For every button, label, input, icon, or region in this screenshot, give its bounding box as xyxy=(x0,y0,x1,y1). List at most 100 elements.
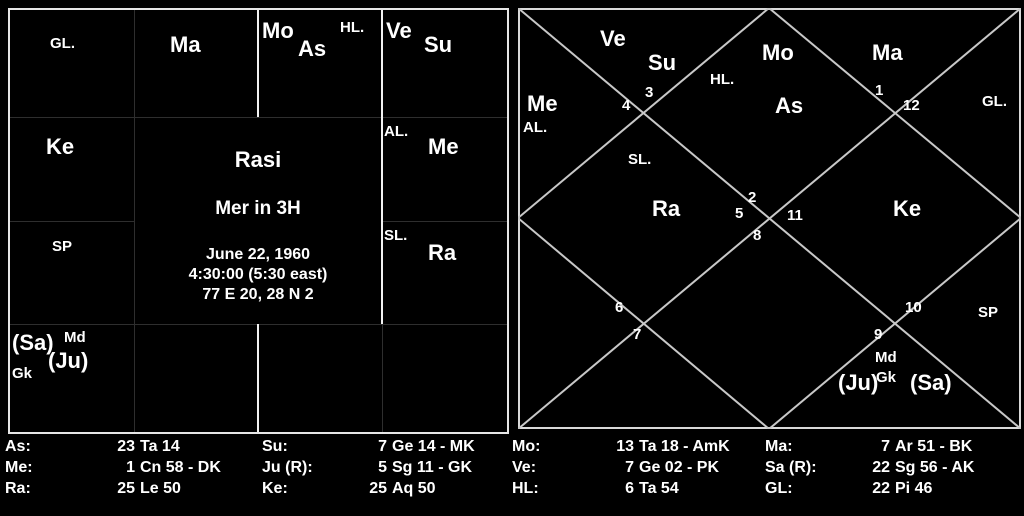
south-taurus-as-label: As xyxy=(298,36,327,61)
body-label: Ju (R): xyxy=(262,459,313,476)
positions-column-3: Mo: 13 Ta 18 - AmK Ve: 7 Ge 02 - PK HL: 6 Ta 5… xyxy=(512,436,730,499)
north-me-label: Me xyxy=(527,91,558,116)
sign-minutes-value: Pi 46 xyxy=(895,480,933,497)
position-row-ve: Ve: 7 Ge 02 - PK xyxy=(512,457,730,478)
position-row-gl: GL: 22 Pi 46 xyxy=(765,478,974,499)
positions-column-2: Su: 7 Ge 14 - MK Ju (R): 5 Sg 11 - GK Ke: 25 A… xyxy=(262,436,475,499)
positions-column-4: Ma: 7 Ar 51 - BK Sa (R): 22 Sg 56 - AK GL: 22… xyxy=(765,436,974,499)
body-label: Ra: xyxy=(5,480,31,497)
south-aquarius-ke-label: Ke xyxy=(46,134,75,159)
north-ke-label: Ke xyxy=(893,196,922,221)
degree-value: 25 xyxy=(117,480,135,497)
south-gemini-ve-label: Ve xyxy=(386,18,412,43)
sign-minutes-value: Ge 14 - MK xyxy=(392,438,475,455)
north-sl-label: SL. xyxy=(628,151,652,168)
sign-number-6: 6 xyxy=(615,299,624,316)
sign-number-8: 8 xyxy=(753,227,762,244)
sign-minutes-value: Ar 51 - BK xyxy=(895,438,973,455)
sign-number-10: 10 xyxy=(905,299,922,316)
north-sa-label: (Sa) xyxy=(910,370,952,395)
south-taurus-hl-label: HL. xyxy=(340,19,365,36)
degree-value: 7 xyxy=(625,459,634,476)
chart-subtitle: Mer in 3H xyxy=(215,198,301,219)
north-ju-label: (Ju) xyxy=(838,370,879,395)
north-ma-label: Ma xyxy=(872,40,903,65)
sign-number-2: 2 xyxy=(748,189,757,206)
sign-minutes-value: Sg 11 - GK xyxy=(392,459,473,476)
position-row-ke: Ke: 25 Aq 50 xyxy=(262,478,475,499)
body-label: Ve: xyxy=(512,459,537,476)
bottom-highlight-line xyxy=(257,324,259,432)
chart-title: Rasi xyxy=(234,147,282,172)
grid-line xyxy=(10,117,507,118)
grid-line xyxy=(134,10,135,432)
degree-value: 7 xyxy=(881,438,890,455)
sign-minutes-value: Ta 14 xyxy=(140,438,180,455)
south-indian-rasi-chart[interactable]: GL. Ma Mo As HL. Ve Su Ke AL. Me SP SL. … xyxy=(8,8,509,434)
degree-value: 23 xyxy=(117,438,135,455)
position-row-mo: Mo: 13 Ta 18 - AmK xyxy=(512,436,730,457)
position-row-as: As: 23 Ta 14 xyxy=(5,436,221,457)
sign-minutes-value: Ta 54 xyxy=(639,480,679,497)
body-label: Ma: xyxy=(765,438,793,455)
sign-number-1: 1 xyxy=(875,82,884,99)
north-indian-chart[interactable]: Ve Su Mo HL. As Ma Me AL. GL. SL. Ra Ke … xyxy=(517,7,1022,430)
south-pisces-gl-label: GL. xyxy=(50,35,75,52)
birth-place-line: 77 E 20, 28 N 2 xyxy=(202,286,314,303)
south-gemini-su-label: Su xyxy=(424,32,453,57)
degree-value: 7 xyxy=(378,438,387,455)
lagna-highlight-line xyxy=(257,10,259,117)
north-hl-label: HL. xyxy=(710,71,735,88)
position-row-su: Su: 7 Ge 14 - MK xyxy=(262,436,475,457)
body-label: GL: xyxy=(765,480,793,497)
grid-line xyxy=(382,221,507,222)
body-label: As: xyxy=(5,438,31,455)
sign-minutes-value: Ta 18 - AmK xyxy=(639,438,730,455)
sign-minutes-value: Cn 58 - DK xyxy=(140,459,221,476)
body-label: Sa (R): xyxy=(765,459,817,476)
sign-number-4: 4 xyxy=(622,97,631,114)
positions-column-1: As: 23 Ta 14 Me: 1 Cn 58 - DK Ra: 25 Le 50 xyxy=(5,436,221,499)
south-cancer-al-label: AL. xyxy=(384,123,409,140)
south-taurus-mo-label: Mo xyxy=(262,18,294,43)
south-cancer-me-label: Me xyxy=(428,134,459,159)
body-label: Ke: xyxy=(262,480,288,497)
body-label: Mo: xyxy=(512,438,541,455)
body-label: HL: xyxy=(512,480,539,497)
sign-minutes-value: Ge 02 - PK xyxy=(639,459,720,476)
south-sagittarius-ju-label: (Ju) xyxy=(48,348,89,373)
position-row-sa: Sa (R): 22 Sg 56 - AK xyxy=(765,457,974,478)
position-row-me: Me: 1 Cn 58 - DK xyxy=(5,457,221,478)
body-label: Su: xyxy=(262,438,288,455)
sign-number-11: 11 xyxy=(787,207,803,224)
north-md-label: Md xyxy=(875,349,897,366)
column-highlight-line xyxy=(381,10,383,324)
degree-value: 22 xyxy=(872,459,890,476)
sign-number-9: 9 xyxy=(874,326,883,343)
south-capricorn-sp-label: SP xyxy=(52,238,73,255)
north-mo-label: Mo xyxy=(762,40,794,65)
north-sp-label: SP xyxy=(978,304,999,321)
north-su-label: Su xyxy=(648,50,677,75)
degree-value: 25 xyxy=(369,480,387,497)
degree-value: 22 xyxy=(872,480,890,497)
position-row-ra: Ra: 25 Le 50 xyxy=(5,478,221,499)
north-as-label: As xyxy=(775,93,804,118)
sign-minutes-value: Aq 50 xyxy=(392,480,436,497)
north-ra-label: Ra xyxy=(652,196,681,221)
south-sagittarius-md-label: Md xyxy=(64,329,86,346)
north-gk-label: Gk xyxy=(876,369,897,386)
body-label: Me: xyxy=(5,459,33,476)
position-row-ma: Ma: 7 Ar 51 - BK xyxy=(765,436,974,457)
south-sagittarius-gk-label: Gk xyxy=(12,365,33,382)
birth-date-line: June 22, 1960 xyxy=(205,246,311,263)
grid-line xyxy=(10,221,134,222)
position-row-ju: Ju (R): 5 Sg 11 - GK xyxy=(262,457,475,478)
south-leo-ra-label: Ra xyxy=(428,240,457,265)
south-aries-ma-label: Ma xyxy=(170,32,201,57)
sign-number-12: 12 xyxy=(903,97,920,114)
sign-number-7: 7 xyxy=(633,326,642,343)
south-leo-sl-label: SL. xyxy=(384,227,408,244)
north-chart-lines xyxy=(517,7,1022,430)
